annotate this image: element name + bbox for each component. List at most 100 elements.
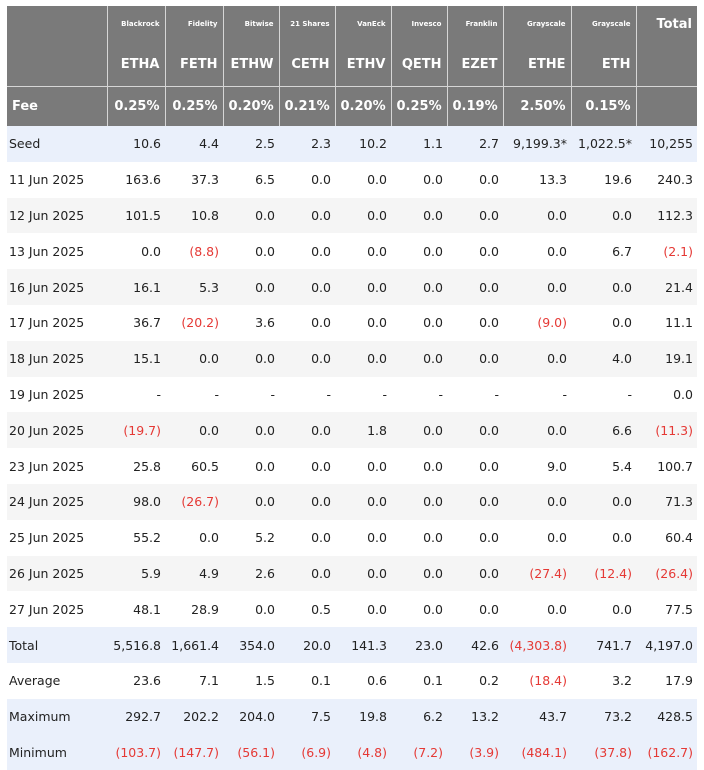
flow-cell: 0.6 — [335, 662, 391, 699]
flow-cell: 0.0 — [279, 269, 335, 305]
flow-cell: - — [165, 376, 223, 413]
flow-cell: 16.1 — [107, 269, 165, 305]
flow-cell: (27.4) — [503, 555, 571, 592]
row-label: 20 Jun 2025 — [7, 412, 107, 449]
flow-cell: 0.5 — [279, 591, 335, 628]
flow-cell: (18.4) — [503, 662, 571, 699]
flow-cell: 163.6 — [107, 161, 165, 198]
ticker-header: CETH — [279, 42, 336, 87]
flow-cell: 0.0 — [391, 233, 447, 270]
table-row: 24 Jun 2025 98.0 (26.7) 0.0 0.0 0.0 0.0 0.0 0.0 0… — [7, 483, 697, 520]
flow-cell: 0.2 — [447, 662, 503, 699]
row-total-cell: 11.1 — [636, 304, 697, 341]
table-row: 25 Jun 2025 55.2 0.0 5.2 0.0 0.0 0.0 0.0 0.0 0.0 6… — [7, 519, 697, 556]
ticker-header: EZET — [447, 42, 504, 87]
flow-cell: 0.0 — [223, 197, 279, 234]
flow-cell: 0.0 — [279, 304, 335, 341]
table-row: 26 Jun 2025 5.9 4.9 2.6 0.0 0.0 0.0 0.0 (27.4) (1… — [7, 555, 697, 592]
flow-cell: 0.0 — [447, 340, 503, 377]
ticker-header: ETHV — [335, 42, 392, 87]
flow-cell: 0.0 — [335, 269, 391, 305]
ticker-header: ETH — [571, 42, 637, 87]
issuer-header: Grayscale — [503, 6, 572, 42]
flow-cell: 10.8 — [165, 197, 223, 234]
flow-cell: 0.0 — [503, 412, 571, 449]
flow-cell: 23.0 — [391, 627, 447, 663]
flow-cell: 4.9 — [165, 555, 223, 592]
flow-cell: 13.3 — [503, 161, 571, 198]
fee-cell: 0.19% — [447, 86, 504, 126]
flow-cell: 141.3 — [335, 627, 391, 663]
issuer-header: Invesco — [391, 6, 448, 42]
flow-cell: (4.8) — [335, 734, 391, 770]
row-label: 25 Jun 2025 — [7, 519, 107, 556]
corner-cell — [7, 42, 108, 87]
flow-cell: 0.0 — [571, 304, 636, 341]
flow-cell: 0.0 — [503, 591, 571, 628]
issuer-header: Franklin — [447, 6, 504, 42]
etf-flows-table-container: Blackrock Fidelity Bitwise 21 Shares Van… — [7, 6, 697, 770]
flow-cell: 2.3 — [279, 126, 335, 162]
row-label: 11 Jun 2025 — [7, 161, 107, 198]
table-row: 27 Jun 2025 48.1 28.9 0.0 0.5 0.0 0.0 0.0 0.0 0.0… — [7, 591, 697, 628]
flow-cell: (20.2) — [165, 304, 223, 341]
flow-cell: 23.6 — [107, 662, 165, 699]
flow-cell: (6.9) — [279, 734, 335, 770]
row-total-cell: 428.5 — [636, 698, 697, 735]
flow-cell: 2.6 — [223, 555, 279, 592]
flow-cell: 0.0 — [503, 197, 571, 234]
flow-cell: 1.5 — [223, 662, 279, 699]
flow-cell: 1.1 — [391, 126, 447, 162]
flow-cell: 0.0 — [571, 591, 636, 628]
corner-cell — [7, 6, 108, 42]
row-total-cell: 21.4 — [636, 269, 697, 305]
flow-cell: 0.0 — [279, 161, 335, 198]
flow-cell: 0.0 — [447, 412, 503, 449]
flow-cell: 0.0 — [223, 340, 279, 377]
flow-cell: 0.0 — [391, 412, 447, 449]
row-total-cell: 4,197.0 — [636, 627, 697, 663]
row-total-cell: (162.7) — [636, 734, 697, 770]
flow-cell: (56.1) — [223, 734, 279, 770]
flow-cell: 0.0 — [391, 591, 447, 628]
ticker-header: QETH — [391, 42, 448, 87]
flow-cell: - — [279, 376, 335, 413]
row-label: 17 Jun 2025 — [7, 304, 107, 341]
issuer-header: 21 Shares — [279, 6, 336, 42]
row-total-cell: 71.3 — [636, 483, 697, 520]
flow-cell: 0.1 — [391, 662, 447, 699]
flow-cell: 60.5 — [165, 448, 223, 484]
flow-cell: 0.0 — [447, 448, 503, 484]
flow-cell: - — [223, 376, 279, 413]
flow-cell: (9.0) — [503, 304, 571, 341]
flow-cell: 28.9 — [165, 591, 223, 628]
flow-cell: 0.0 — [447, 555, 503, 592]
flow-cell: 19.8 — [335, 698, 391, 735]
flow-cell: 6.2 — [391, 698, 447, 735]
row-label: 16 Jun 2025 — [7, 269, 107, 305]
flow-cell: 9.0 — [503, 448, 571, 484]
flow-cell: 0.0 — [503, 233, 571, 270]
row-total-cell: 77.5 — [636, 591, 697, 628]
flow-cell: 0.0 — [503, 483, 571, 520]
flow-cell: - — [335, 376, 391, 413]
flow-cell: 0.0 — [571, 197, 636, 234]
flow-cell: 36.7 — [107, 304, 165, 341]
flow-cell: 0.0 — [165, 519, 223, 556]
flow-cell: 0.0 — [335, 304, 391, 341]
table-body: Seed 10.6 4.4 2.5 2.3 10.2 1.1 2.7 9,199.3* 1,022… — [7, 126, 697, 770]
flow-cell: 0.0 — [279, 483, 335, 520]
flow-cell: 10.2 — [335, 126, 391, 162]
flow-cell: 0.0 — [391, 269, 447, 305]
issuer-header: Fidelity — [165, 6, 224, 42]
flow-cell: 0.0 — [335, 161, 391, 198]
flow-cell: 6.6 — [571, 412, 636, 449]
row-total-cell: 0.0 — [636, 376, 697, 413]
flow-cell: 0.0 — [335, 483, 391, 520]
table-row: 20 Jun 2025 (19.7) 0.0 0.0 0.0 1.8 0.0 0.0 0.0 6.… — [7, 412, 697, 449]
seed-row: Seed 10.6 4.4 2.5 2.3 10.2 1.1 2.7 9,199.3* 1,022… — [7, 126, 697, 162]
etf-flows-table: Blackrock Fidelity Bitwise 21 Shares Van… — [7, 6, 697, 770]
flow-cell: 0.0 — [391, 555, 447, 592]
flow-cell: 202.2 — [165, 698, 223, 735]
flow-cell: 0.0 — [279, 340, 335, 377]
